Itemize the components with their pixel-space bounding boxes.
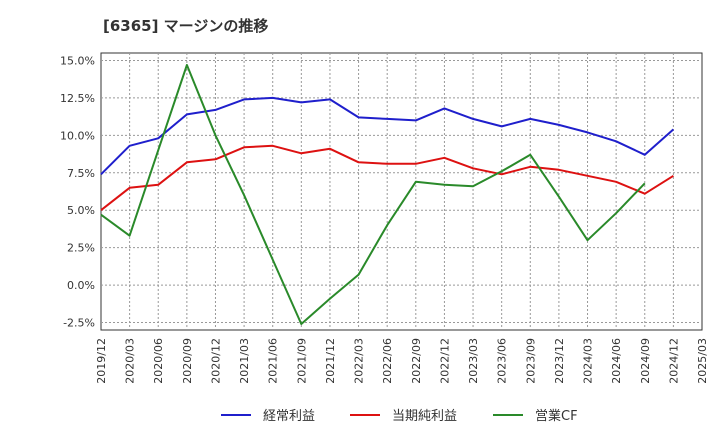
series-line-1 bbox=[100, 144, 674, 211]
y-tick-label: -2.5% bbox=[63, 317, 95, 330]
y-tick-label: 0.0% bbox=[67, 279, 95, 292]
y-tick-label: 10.0% bbox=[60, 129, 95, 142]
y-tick-label: 12.5% bbox=[60, 92, 95, 105]
x-tick-label: 2024/12 bbox=[667, 338, 680, 384]
x-tick-label: 2022/09 bbox=[410, 338, 423, 384]
x-tick-label: 2023/12 bbox=[553, 338, 566, 384]
series-line-0 bbox=[100, 96, 675, 176]
series-lines bbox=[100, 64, 675, 325]
x-tick-label: 2020/12 bbox=[209, 338, 222, 384]
y-tick-label: 7.5% bbox=[67, 167, 95, 180]
legend-label-1: 当期純利益 bbox=[392, 409, 457, 424]
x-tick-label: 2022/12 bbox=[438, 338, 451, 384]
plot-area bbox=[100, 52, 703, 331]
x-tick-label: 2023/09 bbox=[524, 338, 537, 384]
x-tick-label: 2023/03 bbox=[467, 338, 480, 384]
x-tick-label: 2021/12 bbox=[324, 338, 337, 384]
series-line-2 bbox=[100, 64, 646, 325]
y-tick-label: 5.0% bbox=[67, 204, 95, 217]
chart-title: [6365] マージンの推移 bbox=[103, 17, 268, 35]
legend: 経常利益 当期純利益 営業CF bbox=[221, 408, 578, 424]
x-tick-label: 2021/06 bbox=[267, 338, 280, 384]
x-axis-ticks: 2019/12 2020/03 2020/06 2020/09 2020/12 2021/… bbox=[95, 338, 709, 384]
x-tick-label: 2024/03 bbox=[582, 338, 595, 384]
x-tick-label: 2021/09 bbox=[295, 338, 308, 384]
y-tick-label: 15.0% bbox=[60, 54, 95, 67]
x-tick-label: 2019/12 bbox=[95, 338, 108, 384]
legend-label-0: 経常利益 bbox=[263, 409, 315, 424]
x-tick-label: 2024/09 bbox=[639, 338, 652, 384]
x-tick-label: 2020/03 bbox=[124, 338, 137, 384]
y-axis-ticks: 15.0% 12.5% 10.0% 7.5% 5.0% 2.5% 0.0% -2.5% bbox=[60, 54, 95, 329]
x-tick-label: 2025/03 bbox=[696, 338, 709, 384]
legend-label-2: 営業CF bbox=[535, 408, 578, 424]
x-tick-label: 2020/06 bbox=[152, 338, 165, 384]
x-tick-label: 2022/06 bbox=[381, 338, 394, 384]
x-tick-label: 2024/06 bbox=[610, 338, 623, 384]
x-tick-label: 2020/09 bbox=[181, 338, 194, 384]
x-tick-label: 2021/03 bbox=[238, 338, 251, 384]
x-tick-label: 2022/03 bbox=[353, 338, 366, 384]
x-tick-label: 2023/06 bbox=[496, 338, 509, 384]
y-tick-label: 2.5% bbox=[67, 242, 95, 255]
